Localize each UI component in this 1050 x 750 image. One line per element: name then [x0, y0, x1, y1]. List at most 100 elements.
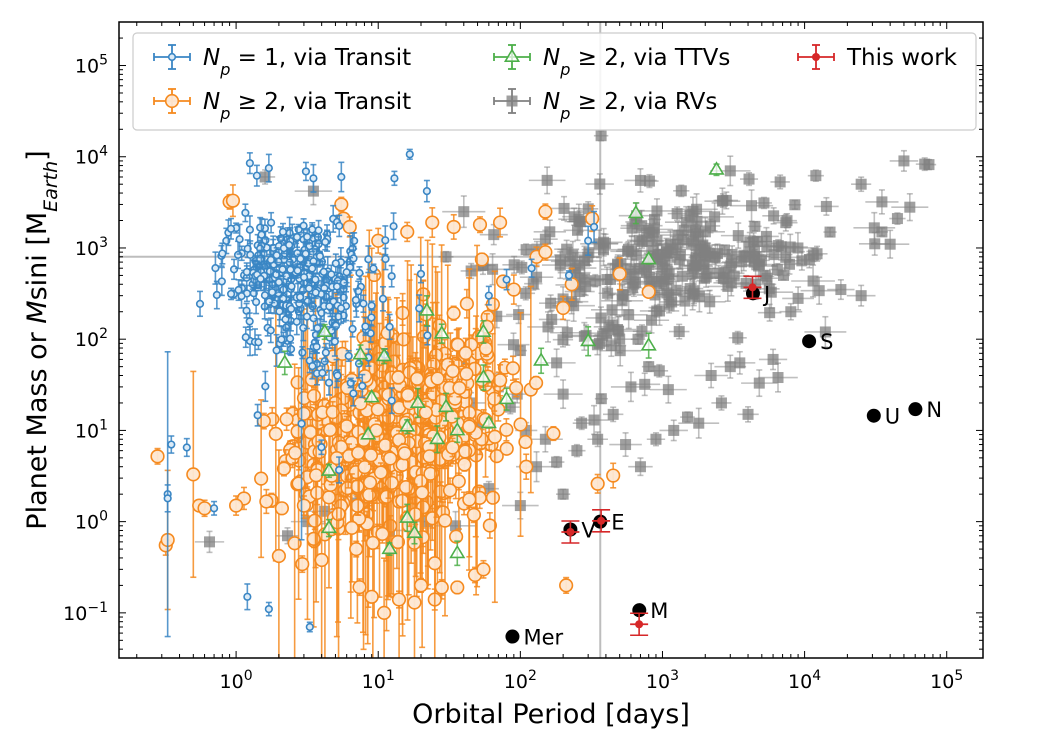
- multi_transit-point-558: [397, 446, 412, 461]
- rv-point-156: [594, 178, 606, 190]
- rv-point-219: [615, 258, 627, 270]
- rv-point-300: [772, 372, 784, 384]
- multi_transit-point-576: [538, 204, 553, 219]
- rv-point-44: [531, 271, 543, 283]
- single_transit-point-154: [297, 419, 306, 428]
- rv-point-207: [507, 339, 519, 351]
- rv-point-73: [516, 261, 528, 273]
- rv-point-223: [761, 240, 773, 252]
- single_transit-point-318: [364, 255, 373, 264]
- rv-point-230: [597, 330, 609, 342]
- rv-point-310: [551, 357, 563, 369]
- single_transit-point-331: [243, 592, 252, 601]
- rv-point-232: [606, 304, 618, 316]
- single_transit-point-261: [257, 230, 266, 239]
- rv-point-323: [734, 357, 746, 369]
- multi_transit-point-475: [357, 460, 372, 475]
- rv-point-317: [653, 365, 665, 377]
- rv-point-284: [531, 461, 543, 473]
- rv-point-329: [855, 290, 867, 302]
- rv-point-285: [551, 456, 563, 468]
- single_transit-point-224: [241, 333, 250, 342]
- multi_transit-point-569: [342, 219, 357, 235]
- multi_transit-point-541: [493, 373, 508, 388]
- rv-point-316: [643, 361, 655, 373]
- single_transit-point-168: [351, 295, 360, 305]
- single_transit-point-291: [295, 299, 304, 308]
- single_transit-point-100: [367, 301, 376, 310]
- rv-point-111: [558, 202, 570, 214]
- rv-point-58: [508, 259, 520, 271]
- single_transit-point-204: [254, 338, 263, 347]
- single_transit-point-307: [274, 278, 284, 287]
- multi-transit-series: [150, 184, 656, 658]
- rv-point-148: [491, 310, 503, 322]
- rv-point-313: [580, 329, 592, 341]
- rv-point-142: [649, 289, 661, 301]
- rv-point-322: [724, 361, 736, 373]
- rv-point-226: [811, 248, 823, 260]
- single_transit-point-287: [287, 304, 296, 314]
- single_transit-point-315: [266, 326, 275, 335]
- single_transit-point-198: [235, 235, 244, 244]
- rv-point-93: [728, 270, 740, 282]
- rv-point-298: [742, 408, 754, 420]
- rv-point-39: [541, 174, 553, 186]
- rv-point-130: [768, 249, 780, 261]
- multi_transit-point-195: [505, 361, 521, 376]
- single_transit-point-30: [324, 378, 334, 387]
- legend-marker-this_work: [812, 53, 820, 61]
- single_transit-point-298: [295, 293, 305, 302]
- single_transit-point-316: [285, 240, 294, 250]
- multi_transit-point-563: [186, 467, 201, 482]
- rv-point-244: [641, 235, 653, 247]
- multi_transit-point-596: [559, 578, 574, 593]
- multi_transit-point-528: [430, 371, 445, 386]
- multi_transit-point-555: [391, 370, 406, 385]
- rv-point-261: [898, 155, 910, 167]
- rv-point-27: [465, 265, 477, 277]
- rv-point-236: [700, 246, 712, 258]
- single_transit-point-279: [327, 270, 336, 279]
- single_transit-point-293: [313, 323, 322, 333]
- single_transit-point-317: [275, 307, 284, 316]
- rv-point-126: [629, 216, 641, 228]
- rv-point-171: [630, 276, 642, 288]
- rv-point-110: [679, 295, 691, 307]
- rv-point-286: [557, 488, 569, 500]
- multi_transit-point-482: [373, 465, 389, 480]
- rv-point-222: [803, 254, 815, 266]
- rv-point-159: [783, 258, 795, 270]
- single_transit-point-323: [245, 159, 254, 168]
- single_transit-point-228: [415, 304, 424, 313]
- rv-point-137: [604, 273, 616, 285]
- rv-point-191: [689, 226, 701, 238]
- x-axis-title: Orbital Period [days]: [412, 699, 690, 730]
- single_transit-point-234: [332, 282, 342, 291]
- single_transit-point-86: [229, 265, 239, 274]
- multi_transit-point-571: [400, 224, 415, 240]
- multi_transit-point-501: [306, 388, 322, 404]
- single_transit-point-226: [381, 254, 390, 264]
- rv-point-177: [578, 273, 590, 285]
- multi_transit-point-540: [415, 485, 430, 500]
- rv-point-69: [687, 268, 699, 280]
- solar-planet-label-J: J: [762, 282, 770, 306]
- rv-point-55: [672, 229, 684, 241]
- multi_transit-point-521: [478, 341, 494, 356]
- rv-point-209: [622, 245, 634, 257]
- rv-point-166: [774, 176, 786, 188]
- rv-point-307: [504, 401, 516, 413]
- rv-point-260: [595, 130, 607, 142]
- rv-point-97: [595, 312, 607, 324]
- rv-point-86: [824, 226, 836, 238]
- rv-point-321: [705, 369, 717, 381]
- rv-point-264: [855, 178, 867, 190]
- multi_transit-point-496: [370, 402, 385, 417]
- rv-point-241: [651, 277, 663, 289]
- multi_transit-point-344: [290, 424, 305, 439]
- solar-planet-label-Mer: Mer: [523, 626, 563, 650]
- rv-point-318: [662, 384, 674, 396]
